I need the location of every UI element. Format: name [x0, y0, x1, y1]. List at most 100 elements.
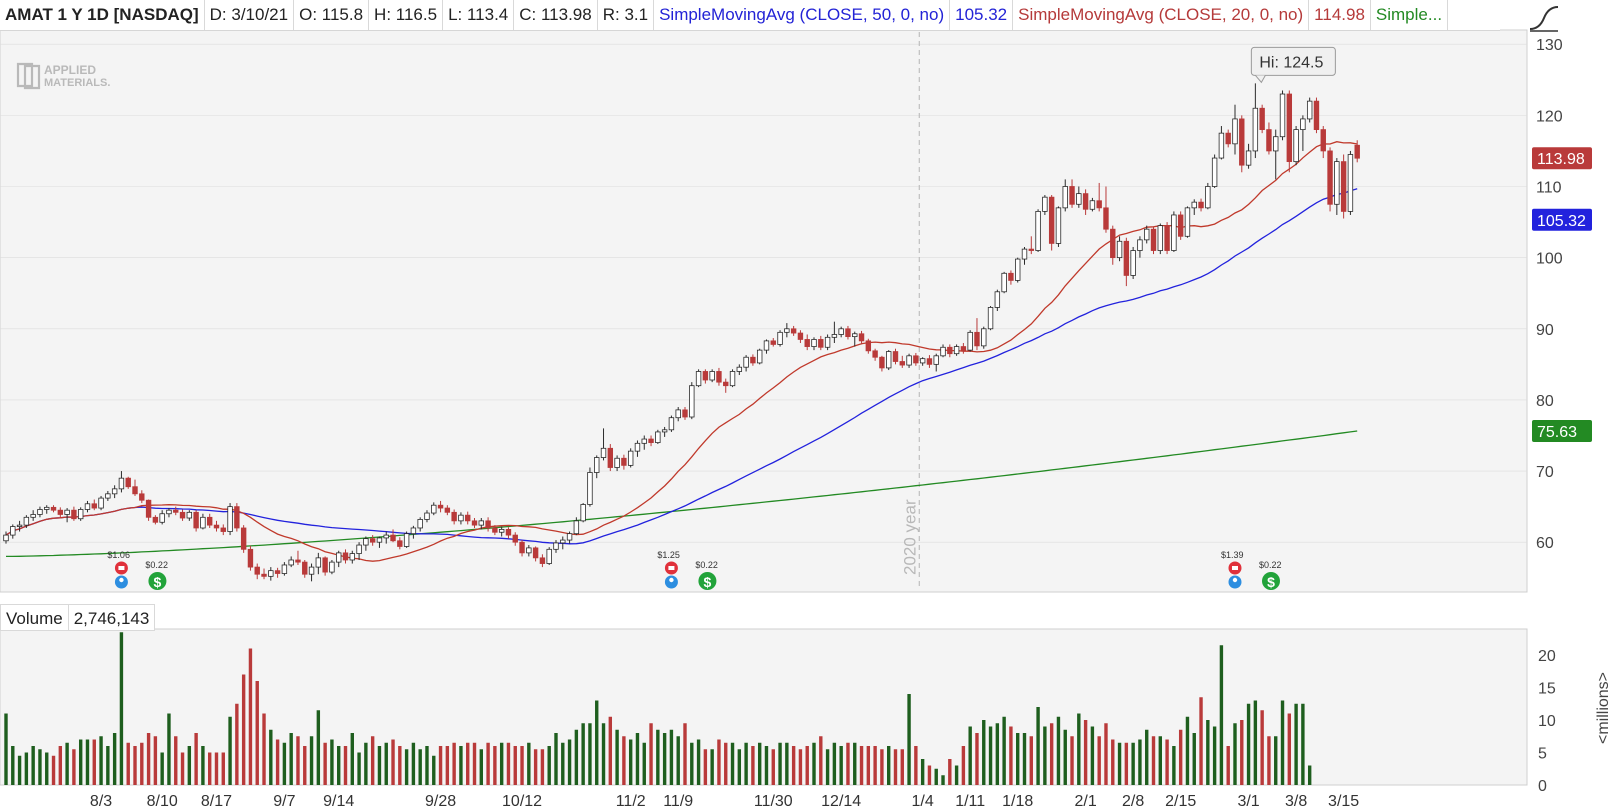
candle-body	[539, 557, 546, 564]
sma50-study-label[interactable]: SimpleMovingAvg (CLOSE, 50, 0, no)	[654, 0, 951, 30]
candle	[1334, 158, 1340, 215]
candle	[444, 505, 451, 516]
price-tags: 113.98 105.32 75.63	[1532, 147, 1592, 443]
price-tick-label: 80	[1536, 393, 1554, 410]
volume-bar	[404, 749, 409, 785]
candle-body	[10, 526, 16, 536]
price-tick-label: 120	[1536, 108, 1563, 125]
volume-bar	[126, 742, 130, 785]
candle-body	[621, 457, 627, 466]
volume-bar	[11, 746, 15, 785]
candle-body	[132, 486, 138, 495]
candle-body	[1008, 272, 1014, 281]
candle-body	[498, 528, 505, 533]
volume-bar	[486, 742, 490, 785]
candle-body	[797, 332, 804, 340]
sma20-study-value: 114.98	[1309, 0, 1371, 30]
candle-body	[661, 429, 668, 433]
volume-bar	[459, 746, 463, 785]
candle	[145, 499, 152, 521]
volume-bar	[364, 742, 368, 785]
candle-body	[1130, 250, 1136, 276]
candle-body	[220, 527, 226, 532]
volume-bar	[309, 736, 314, 785]
candle	[1055, 206, 1062, 247]
candle	[845, 325, 851, 340]
candle-body	[417, 519, 423, 529]
price-panel[interactable]	[0, 29, 1528, 593]
candle	[369, 535, 376, 546]
volume-bar	[370, 736, 375, 785]
candle	[1306, 97, 1313, 123]
candle	[1021, 246, 1028, 265]
candle	[1001, 271, 1007, 294]
volume-bars	[4, 632, 1312, 785]
candle	[200, 513, 206, 530]
candle	[64, 508, 70, 523]
logo-text-line1: APPLIED	[44, 63, 96, 77]
volume-bar	[51, 755, 56, 785]
volume-bar	[547, 746, 551, 785]
volume-bar	[744, 742, 748, 785]
candle-body	[777, 331, 783, 345]
candle-body	[179, 511, 186, 519]
candle	[621, 454, 627, 470]
candle-body	[886, 351, 892, 369]
volume-bar	[1219, 645, 1224, 785]
volume-study-label[interactable]: Volume	[0, 604, 69, 631]
candle	[1137, 236, 1143, 258]
volume-panel[interactable]	[0, 628, 1528, 786]
volume-bar	[255, 681, 259, 785]
candle-body	[3, 534, 9, 542]
volume-bar	[622, 736, 626, 785]
volume-bar	[567, 739, 572, 785]
candle	[1347, 150, 1354, 215]
candle-body	[356, 544, 362, 554]
candle	[811, 337, 817, 351]
candle-body	[1191, 201, 1197, 209]
volume-bar	[1029, 736, 1033, 785]
candle-body	[641, 438, 647, 444]
candle	[553, 540, 559, 553]
volume-bar	[160, 752, 164, 785]
dividend-icon-glyph	[668, 566, 675, 570]
draw-tool-button[interactable]	[1524, 0, 1564, 36]
volume-bar	[751, 746, 755, 785]
candle	[37, 506, 43, 518]
volume-bar	[1070, 736, 1074, 785]
volume-bar	[17, 755, 22, 785]
volume-bar	[466, 742, 470, 785]
event-marker: $1.25 $0.22 $	[657, 550, 718, 590]
volume-bar	[72, 749, 76, 785]
volume-bar	[724, 742, 728, 785]
dividend-icon-glyph	[1231, 566, 1238, 570]
volume-bar	[574, 729, 579, 785]
volume-bar	[445, 746, 450, 785]
candle-body	[485, 520, 491, 529]
candle-body	[125, 477, 131, 488]
candle-body	[852, 333, 858, 338]
candle-body	[960, 346, 967, 351]
candle-body	[322, 557, 328, 573]
candle-body	[274, 570, 281, 574]
volume-bar	[588, 723, 592, 785]
volume-bar	[180, 752, 185, 785]
candle-body	[981, 328, 987, 347]
sma200-study-label[interactable]: Simple...	[1371, 0, 1449, 30]
symbol-label[interactable]: AMAT 1 Y 1D [NASDAQ]	[0, 0, 205, 30]
volume-bar	[289, 733, 293, 785]
sma200-line	[6, 430, 1358, 558]
candle	[1191, 199, 1197, 215]
candle-body	[1218, 132, 1225, 159]
candle	[1259, 104, 1265, 134]
volume-bar	[214, 752, 219, 785]
candle-body	[44, 506, 50, 510]
volume-bar	[873, 746, 877, 785]
volume-bar	[975, 733, 979, 785]
candle	[281, 562, 288, 576]
candle	[23, 515, 30, 528]
candle-body	[804, 339, 810, 347]
volume-bar	[540, 749, 545, 785]
sma20-study-label[interactable]: SimpleMovingAvg (CLOSE, 20, 0, no)	[1013, 0, 1310, 30]
volume-bar	[1111, 739, 1115, 785]
